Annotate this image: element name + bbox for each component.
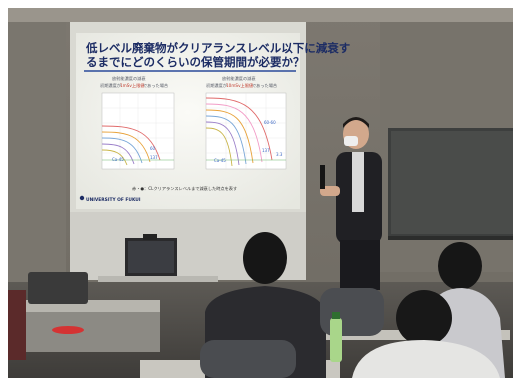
right-curve-6 (205, 127, 233, 167)
slide-title-line1: 低レベル廃棄物がクリアランスレベル以下に減衰す (85, 41, 350, 55)
university-logo-text: UNIVERSITY OF FUKUI (86, 197, 141, 203)
left-curve-3 (101, 137, 143, 164)
lectern-monitor-screen (128, 241, 174, 273)
right-annotation-4: 3.3 (276, 152, 283, 157)
right-annotation-3: 137 (262, 148, 270, 153)
right-chart-header: 放射能濃度の減衰 (222, 75, 256, 82)
desk-left-front (20, 312, 160, 352)
right-chart-subheader-post: であった場合 (252, 82, 278, 89)
audience-head-front (396, 290, 452, 346)
right-annotation-1: 60-60 (264, 120, 276, 125)
bag-on-desk (28, 272, 88, 304)
chair-back-right (320, 288, 384, 336)
left-annotation-2: Ca-45 (112, 157, 124, 162)
presenter (320, 117, 382, 290)
audience-head-center (243, 232, 287, 284)
ceiling (8, 8, 513, 22)
slide-title-line2: るまでにどのくらいの保管期間が必要か？ (86, 55, 305, 69)
right-chart-subheader-red: 10mSv上限値 (226, 82, 253, 89)
right-curve-2 (205, 103, 263, 163)
left-chart-header: 放射能濃度の減衰 (112, 75, 146, 82)
left-wall-panel (8, 22, 66, 282)
audience-head-right (438, 242, 482, 290)
university-logo-icon (79, 195, 85, 201)
left-decay-curves (101, 125, 161, 166)
right-chart-subheader-pre: 初期濃度が (206, 82, 228, 89)
left-chart-subheader-red: 1mSv上限値 (120, 82, 144, 89)
bottle-cap (332, 312, 340, 319)
left-curve-5 (101, 149, 128, 166)
left-chart-subheader-pre: 初期濃度が (100, 82, 122, 89)
right-curve-4 (205, 115, 247, 165)
left-curve-1 (101, 125, 161, 161)
left-annotation-3: 137 (150, 155, 158, 160)
presenter-trousers (340, 240, 380, 290)
right-curve-5 (205, 121, 240, 166)
left-curve-2 (101, 131, 151, 163)
presenter-mask (344, 136, 358, 146)
right-decay-curves (205, 97, 273, 167)
whiteboard-surface (391, 131, 513, 234)
right-decay-chart: 60-60 Ca-45 137 3.3 (205, 92, 287, 170)
microphone (320, 165, 325, 189)
water-bottle (330, 318, 342, 362)
whiteboard-tray (388, 236, 513, 240)
audience (8, 232, 510, 378)
red-item-on-desk (52, 326, 84, 334)
left-decay-chart: 60 Ca-45 137 (101, 92, 175, 170)
left-annotation-1: 60 (150, 146, 156, 151)
front-desk-top (98, 276, 218, 284)
right-curve-3 (205, 109, 254, 164)
left-chart-subheader-post: であった場合 (143, 82, 169, 89)
document-camera (143, 234, 157, 240)
audience-left-edge (8, 290, 26, 360)
slide-footer-note: 赤・●：CLクリアランスレベルまで減衰した時点を表す (132, 185, 237, 192)
audience-body-front (352, 340, 500, 378)
right-annotation-2: Ca-45 (214, 158, 226, 163)
right-curve-1 (205, 97, 273, 161)
presenter-hair (343, 117, 369, 128)
presenter-shirt (352, 152, 364, 212)
chair-back-center (200, 340, 296, 378)
